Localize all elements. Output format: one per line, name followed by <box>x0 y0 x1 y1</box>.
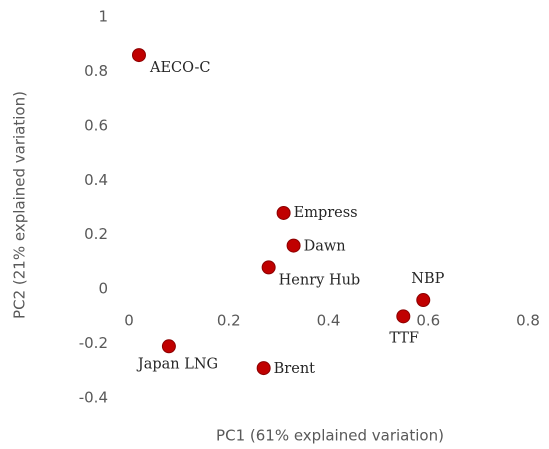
point <box>416 293 431 308</box>
y-tick-label: 0.6 <box>84 116 108 134</box>
y-axis-label: PC2 (21% explained variation) <box>11 91 29 319</box>
y-tick-label: 0 <box>98 280 108 298</box>
y-tick-label: 1 <box>98 8 108 26</box>
point-label: NBP <box>411 271 444 287</box>
point-label: Empress <box>294 205 358 221</box>
point-label: Henry Hub <box>279 272 361 288</box>
y-tick-label: -0.2 <box>79 334 108 352</box>
point <box>286 238 301 253</box>
point-label: TTF <box>389 330 419 346</box>
point-label: Japan LNG <box>136 356 218 372</box>
point <box>276 205 291 220</box>
point <box>396 309 411 324</box>
x-tick-label: 0.8 <box>516 312 540 330</box>
point <box>256 361 271 376</box>
point-label: Brent <box>274 361 316 377</box>
point <box>161 339 176 354</box>
point-label: AECO-C <box>149 60 211 76</box>
point <box>261 260 276 275</box>
x-tick-label: 0 <box>124 312 134 330</box>
x-axis-label: PC1 (61% explained variation) <box>216 427 444 445</box>
point <box>131 48 146 63</box>
y-tick-label: 0.4 <box>84 171 108 189</box>
y-tick-label: -0.4 <box>79 389 108 407</box>
y-tick-label: 0.2 <box>84 225 108 243</box>
point-label: Dawn <box>304 239 346 255</box>
x-tick-label: 0.2 <box>217 312 241 330</box>
x-tick-label: 0.6 <box>416 312 440 330</box>
x-tick-label: 0.4 <box>317 312 341 330</box>
y-tick-label: 0.8 <box>84 62 108 80</box>
